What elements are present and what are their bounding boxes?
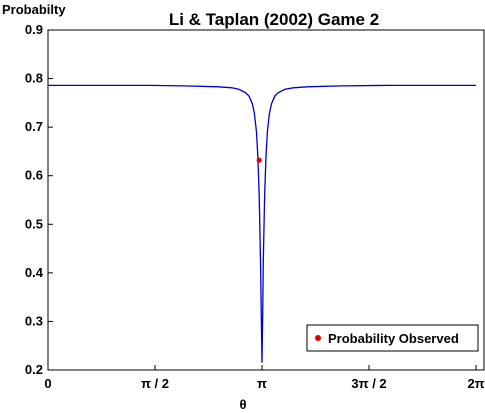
x-tick-label: π	[257, 376, 267, 391]
y-tick-label: 0.8	[25, 71, 43, 86]
y-tick-label: 0.4	[25, 265, 44, 280]
y-axis: 0.2 0.3 0.4 0.5 0.6 0.7 0.8 0.9	[25, 22, 53, 377]
plot-area	[47, 29, 485, 371]
x-tick-label: 0	[44, 376, 51, 391]
legend-box	[306, 324, 479, 352]
observed-point	[256, 157, 262, 163]
x-tick-label: π / 2	[141, 376, 169, 391]
chart-title: Li & Taplan (2002) Game 2	[169, 10, 379, 29]
y-tick-label: 0.9	[25, 22, 43, 37]
series-layer	[48, 84, 477, 363]
legend: Probability Observed	[306, 324, 479, 352]
y-tick-label: 0.2	[25, 362, 43, 377]
y-axis-title: Probabilty	[2, 2, 66, 17]
x-axis-title: θ	[239, 397, 246, 412]
y-tick-label: 0.5	[25, 216, 43, 231]
legend-marker	[315, 335, 321, 341]
x-tick-label: 2π	[467, 376, 484, 391]
legend-label: Probability Observed	[328, 331, 459, 346]
probability-curve	[48, 84, 477, 363]
y-tick-label: 0.3	[25, 313, 43, 328]
y-tick-label: 0.7	[25, 119, 43, 134]
y-tick-label: 0.6	[25, 168, 43, 183]
x-axis: 0 π / 2 π 3π / 2 2π	[44, 365, 485, 391]
x-tick-label: 3π / 2	[351, 376, 386, 391]
